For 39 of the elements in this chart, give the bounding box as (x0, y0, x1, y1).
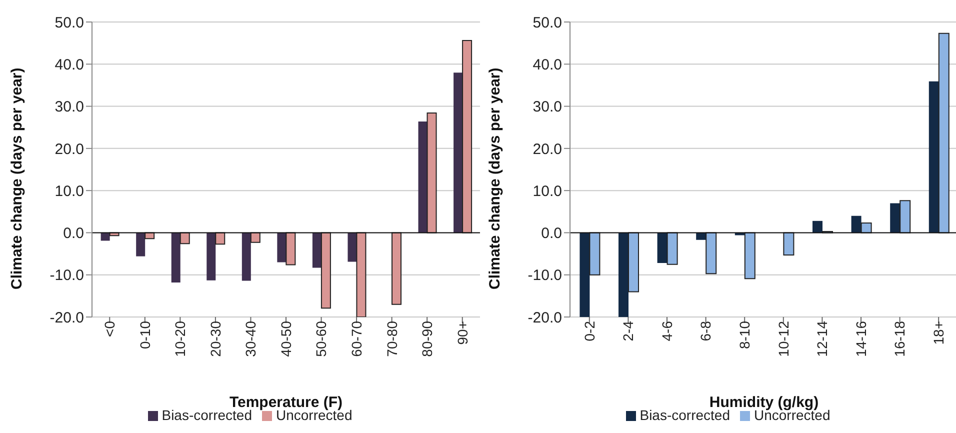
x-tick-label: 16-18 (892, 320, 908, 357)
y-tick-label: 30.0 (532, 98, 562, 116)
y-tick-label: 10.0 (532, 182, 562, 200)
x-tick-label: 14-16 (852, 320, 869, 357)
x-tick-label: 0-2 (581, 320, 598, 342)
y-tick-label: 40.0 (54, 56, 84, 74)
y-tick-label: 10.0 (54, 182, 84, 200)
y-axis-title: Climate change (days per year) (486, 68, 504, 290)
y-tick-label: 40.0 (532, 56, 562, 74)
x-tick-label: 20-30 (207, 320, 224, 357)
y-tick-label: -20.0 (528, 309, 562, 326)
y-tick-label: 50.0 (54, 14, 84, 32)
x-tick-label: 10-12 (775, 320, 792, 357)
y-tick-label: -10.0 (528, 267, 562, 284)
x-tick-label: 2-4 (620, 320, 636, 342)
x-tick-label: 4-6 (658, 320, 675, 342)
x-tick-label: <0 (102, 320, 118, 337)
y-axis-title: Climate change (days per year) (8, 68, 26, 290)
x-tick-label: 70-80 (384, 320, 400, 357)
x-tick-label: 8-10 (736, 320, 753, 350)
y-tick-label: 20.0 (532, 140, 562, 158)
y-tick-label: 20.0 (54, 140, 84, 158)
x-tick-label: 6-8 (698, 320, 714, 342)
x-tick-label: 18+ (930, 321, 947, 345)
x-tick-label: 90+ (454, 321, 470, 345)
x-tick-label: 50-60 (313, 320, 330, 357)
y-tick-label: 30.0 (54, 98, 84, 116)
y-tick-label: 0.0 (63, 225, 84, 242)
y-tick-label: 50.0 (532, 14, 562, 32)
x-tick-label: 80-90 (419, 320, 436, 357)
x-tick-label: 60-70 (348, 320, 364, 357)
x-tick-label: 12-14 (814, 320, 830, 357)
y-tick-label: -20.0 (50, 309, 84, 326)
y-tick-label: 0.0 (541, 225, 562, 242)
x-tick-label: 10-20 (172, 320, 188, 357)
x-tick-label: 0-10 (136, 320, 153, 350)
x-tick-label: 30-40 (242, 320, 259, 357)
y-tick-label: -10.0 (50, 267, 84, 284)
x-tick-label: 40-50 (278, 320, 294, 357)
